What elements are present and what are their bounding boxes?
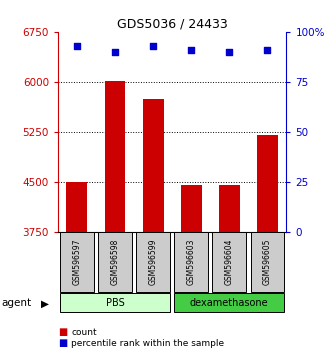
Text: GSM596605: GSM596605 [263,239,272,285]
Bar [60,293,170,312]
Text: GSM596604: GSM596604 [225,239,234,285]
Bar [174,232,208,292]
Text: GSM596598: GSM596598 [111,239,119,285]
Bar [181,185,202,232]
Point [112,49,118,55]
Bar [251,232,284,292]
Bar [257,135,278,232]
Text: GSM596599: GSM596599 [149,239,158,285]
Bar [174,293,284,312]
Text: dexamethasone: dexamethasone [190,298,268,308]
Bar [213,232,246,292]
Bar [219,185,240,232]
Text: percentile rank within the sample: percentile rank within the sample [71,339,224,348]
Text: PBS: PBS [106,298,124,308]
Point [188,47,194,53]
Title: GDS5036 / 24433: GDS5036 / 24433 [117,18,227,31]
Bar [60,232,94,292]
Bar [136,232,170,292]
Text: ■: ■ [58,338,67,348]
Text: count: count [71,327,97,337]
Bar [98,232,132,292]
Text: ▶: ▶ [41,298,49,308]
Text: GSM596603: GSM596603 [187,239,196,285]
Point [226,49,232,55]
Text: ■: ■ [58,327,67,337]
Point [150,43,156,49]
Text: agent: agent [2,298,32,308]
Point [264,47,270,53]
Bar [143,98,164,232]
Bar [67,182,87,232]
Text: GSM596597: GSM596597 [72,239,81,285]
Point [74,43,79,49]
Bar [105,81,125,232]
